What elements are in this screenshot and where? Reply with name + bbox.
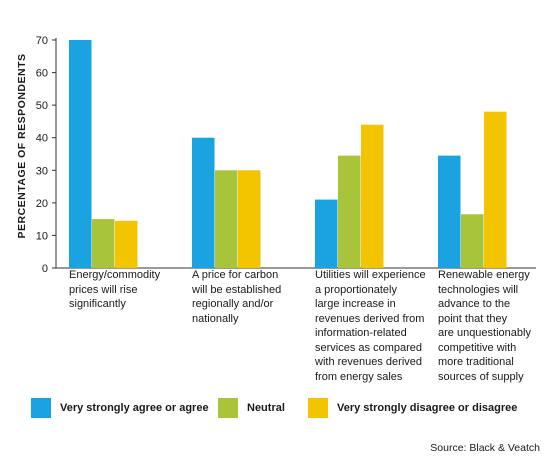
- category-label: A price for carbon will be established reg…: [192, 268, 320, 326]
- category-label-line: competitive with: [438, 341, 517, 354]
- category-label-line: point that they: [438, 312, 508, 325]
- bar-very-strongly-disagree-or-disagree-3: [484, 111, 507, 269]
- bar-neutral-0: [92, 219, 115, 268]
- category-label-line: prices will rise: [69, 283, 138, 296]
- bar-neutral-3: [461, 214, 484, 268]
- category-label-line: Energy/commodity: [69, 269, 161, 281]
- legend-label-disagree: Very strongly disagree or disagree: [337, 402, 518, 414]
- legend-swatch-agree: [31, 398, 51, 418]
- y-tick-label: 40: [36, 133, 48, 145]
- bar-very-strongly-disagree-or-disagree-1: [238, 170, 261, 268]
- category-label: Utilities will experience a proportionate…: [315, 268, 443, 384]
- y-tick-label: 50: [36, 100, 48, 112]
- source-note: Source: Black & Veatch: [430, 442, 540, 454]
- category-label-line: advance to the: [438, 298, 511, 310]
- category-label: Energy/commodity prices will rise signific…: [69, 268, 197, 312]
- category-label-line: large increase in: [315, 298, 396, 310]
- category-label-line: revenues derived from: [315, 312, 425, 325]
- bar-very-strongly-disagree-or-disagree-0: [115, 220, 138, 268]
- bar-neutral-1: [215, 170, 238, 268]
- category-label-line: significantly: [69, 298, 126, 310]
- y-tick-label: 70: [36, 35, 48, 47]
- category-label-line: Renewable energy: [438, 269, 530, 281]
- category-label-line: nationally: [192, 312, 239, 325]
- legend-item-agree: Very strongly agree or agree: [31, 398, 209, 418]
- category-label-line: a proportionately: [315, 283, 397, 296]
- category-label-line: technologies will: [438, 283, 519, 296]
- bar-chart: 0 10 20 30 40 50 60 70: [36, 35, 536, 275]
- category-label-line: services as compared: [315, 341, 422, 354]
- category-label-line: will be established: [192, 283, 282, 296]
- bar-very-strongly-agree-or-agree-3: [438, 155, 461, 268]
- y-axis-label: PERCENTAGE OF RESPONDENTS: [16, 53, 28, 239]
- legend-label-agree: Very strongly agree or agree: [60, 402, 209, 414]
- category-label-line: from energy sales: [315, 370, 403, 383]
- y-tick-label: 30: [36, 165, 48, 177]
- legend-item-neutral: Neutral: [218, 398, 285, 418]
- category-label: Renewable energy technologies will advance…: [438, 268, 560, 384]
- legend-item-disagree: Very strongly disagree or disagree: [308, 398, 517, 418]
- bar-very-strongly-agree-or-agree-0: [69, 40, 92, 268]
- legend-swatch-disagree: [308, 398, 328, 418]
- bar-very-strongly-agree-or-agree-2: [315, 199, 338, 268]
- category-label-line: regionally and/or: [192, 298, 274, 310]
- y-tick-label: 0: [42, 263, 48, 275]
- category-label-line: with revenues derived: [315, 356, 423, 368]
- category-label-line: A price for carbon: [192, 269, 279, 281]
- bar-neutral-2: [338, 155, 361, 268]
- category-label-line: Utilities will experience: [315, 269, 426, 281]
- category-label-line: are unquestionably: [438, 327, 531, 339]
- y-tick-label: 20: [36, 198, 48, 210]
- bar-very-strongly-disagree-or-disagree-2: [361, 124, 384, 268]
- legend-label-neutral: Neutral: [247, 402, 285, 414]
- legend-swatch-neutral: [218, 398, 238, 418]
- y-tick-label: 60: [36, 68, 48, 80]
- bar-very-strongly-agree-or-agree-1: [192, 137, 215, 268]
- y-tick-label: 10: [36, 230, 48, 242]
- category-label-line: more traditional: [438, 356, 514, 368]
- category-label-line: information-related: [315, 327, 407, 339]
- category-label-line: sources of supply: [438, 370, 524, 383]
